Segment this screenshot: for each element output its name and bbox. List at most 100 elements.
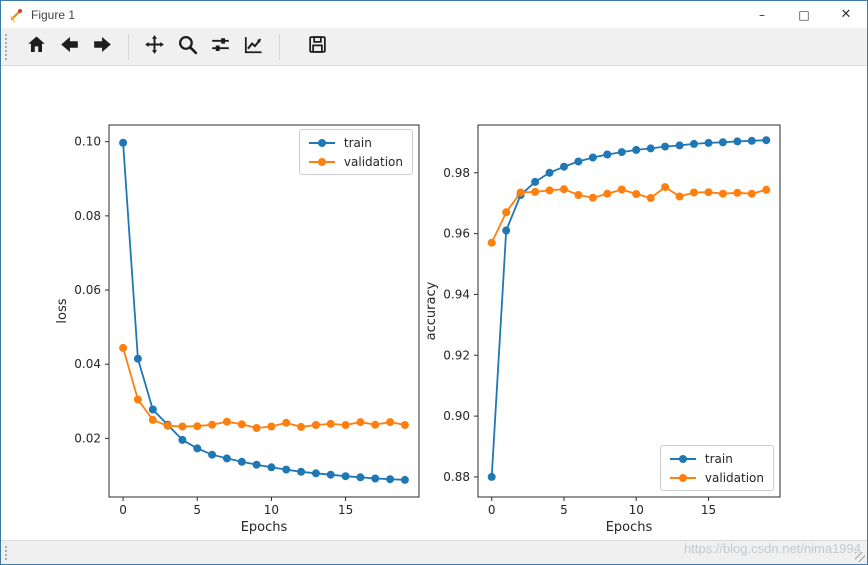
figure-canvas[interactable]: 0 5 10 15 0.02 0.04 0.06 0.08 0.10 Epochs loss 0 5 10…	[1, 66, 867, 540]
legend-label: train	[343, 135, 372, 150]
resize-grip[interactable]	[855, 552, 865, 562]
marker-validation	[733, 188, 742, 197]
marker-train	[119, 138, 128, 147]
y-tick-label: 0.94	[443, 287, 470, 301]
close-button[interactable]: ✕	[840, 7, 852, 22]
marker-train	[690, 139, 698, 148]
x-tick-label: 15	[338, 503, 353, 517]
marker-validation	[119, 343, 128, 352]
marker-validation	[371, 420, 380, 429]
marker-train	[282, 465, 291, 474]
toolbar-separator	[279, 34, 280, 60]
back-arrow-icon	[59, 34, 80, 60]
marker-validation	[311, 421, 320, 429]
marker-validation	[762, 185, 771, 194]
edit-axis-button[interactable]	[237, 32, 270, 63]
forward-button[interactable]	[86, 32, 119, 63]
matplotlib-icon	[8, 7, 24, 23]
marker-validation	[560, 185, 568, 194]
marker-train	[733, 137, 742, 146]
marker-validation	[718, 189, 727, 198]
x-tick-label: 10	[264, 503, 279, 517]
marker-validation	[252, 424, 261, 432]
home-icon	[26, 34, 47, 60]
legend-label: train	[704, 451, 733, 466]
statusbar-grip[interactable]	[5, 545, 10, 560]
axes-spines	[477, 124, 781, 498]
marker-validation	[386, 418, 395, 427]
marker-validation	[588, 193, 597, 202]
marker-train	[237, 457, 246, 466]
legend-label: validation	[704, 470, 764, 485]
marker-train	[133, 354, 142, 363]
navigation-toolbar	[1, 29, 867, 66]
y-tick-label: 0.98	[443, 166, 470, 180]
x-tick-label: 15	[701, 503, 716, 517]
y-tick-label: 0.08	[74, 209, 101, 223]
zoom-rect-button[interactable]	[171, 32, 204, 63]
legend-line-sample	[308, 138, 335, 147]
x-tick-label: 0	[488, 503, 496, 517]
marker-train	[560, 162, 568, 171]
marker-train	[487, 472, 496, 481]
marker-train	[588, 153, 597, 162]
save-button[interactable]	[301, 32, 334, 63]
axes-loss: 0 5 10 15 0.02 0.04 0.06 0.08 0.10 Epochs loss	[55, 124, 420, 535]
legend-item: validation	[668, 468, 764, 487]
marker-validation	[237, 420, 246, 429]
home-button[interactable]	[20, 32, 53, 63]
minimize-button[interactable]: –	[759, 7, 765, 22]
status-bar	[1, 540, 867, 564]
marker-validation	[208, 420, 217, 429]
x-tick-label: 10	[629, 503, 644, 517]
y-tick-label: 0.88	[443, 470, 470, 484]
y-tick-label: 0.10	[74, 135, 101, 149]
marker-train	[252, 460, 261, 469]
configure-subplots-button[interactable]	[204, 32, 237, 63]
toolbar-separator	[128, 34, 129, 60]
marker-validation	[704, 188, 713, 197]
title-bar[interactable]: Figure 1 – □ ✕	[1, 1, 867, 29]
marker-validation	[690, 188, 698, 197]
marker-train	[747, 136, 756, 145]
legend: train validation	[298, 129, 413, 175]
marker-train	[718, 138, 727, 147]
marker-train	[400, 475, 409, 484]
marker-train	[762, 136, 771, 145]
line-chart-icon	[243, 34, 264, 60]
legend-line-sample	[669, 454, 696, 463]
marker-validation	[661, 183, 670, 192]
marker-validation	[747, 189, 756, 198]
marker-validation	[222, 417, 231, 426]
y-tick-label: 0.90	[443, 409, 470, 423]
marker-train	[675, 141, 684, 150]
marker-train	[193, 444, 202, 453]
axes-accuracy: 0 5 10 15 0.88 0.90 0.92 0.94 0.96 0.98 Epochs accu…	[424, 124, 781, 535]
marker-validation	[282, 418, 291, 427]
marker-validation	[356, 418, 365, 427]
legend-item: train	[307, 133, 403, 152]
marker-train	[356, 473, 365, 482]
pan-button[interactable]	[138, 32, 171, 63]
marker-train	[502, 226, 511, 235]
marker-train	[531, 177, 540, 186]
marker-train	[297, 467, 306, 476]
legend-label: validation	[343, 154, 403, 169]
toolbar-grip[interactable]	[5, 34, 10, 60]
marker-train	[311, 469, 320, 478]
marker-validation	[163, 421, 172, 430]
marker-train	[208, 450, 217, 459]
marker-train	[661, 142, 670, 151]
marker-validation	[502, 208, 511, 217]
marker-train	[326, 470, 335, 479]
pan-move-icon	[144, 34, 165, 60]
legend-item: train	[668, 449, 764, 468]
marker-train	[632, 145, 641, 154]
window-title: Figure 1	[31, 7, 76, 22]
x-tick-label: 5	[560, 503, 568, 517]
back-button[interactable]	[53, 32, 86, 63]
plots-svg: 0 5 10 15 0.02 0.04 0.06 0.08 0.10 Epochs loss 0 5 10…	[55, 124, 781, 535]
marker-validation	[267, 422, 276, 431]
maximize-button[interactable]: □	[798, 7, 810, 22]
